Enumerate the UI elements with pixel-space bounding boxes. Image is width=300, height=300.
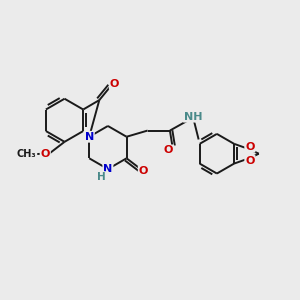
Text: N: N [85,132,94,142]
Text: O: O [245,142,255,152]
Text: O: O [245,156,255,166]
Text: H: H [97,172,105,182]
Text: CH₃: CH₃ [17,149,37,159]
Text: O: O [164,146,173,155]
Text: O: O [139,166,148,176]
Text: O: O [110,79,119,89]
Text: N: N [103,164,112,174]
Text: O: O [40,149,50,159]
Text: NH: NH [184,112,202,122]
